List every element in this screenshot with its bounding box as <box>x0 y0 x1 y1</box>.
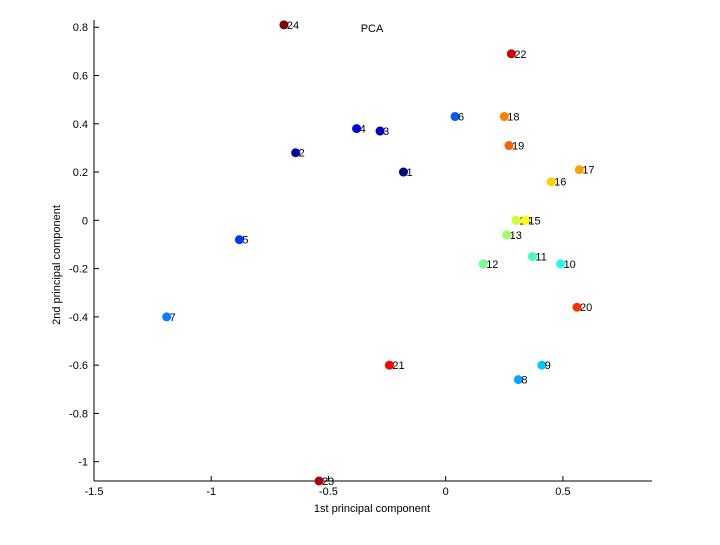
y-tick-label: 0.2 <box>73 167 88 179</box>
point-label: 22 <box>514 49 526 61</box>
data-point-17: 17 <box>574 165 595 177</box>
data-point-13: 13 <box>502 230 522 242</box>
y-tick-label: -0.2 <box>69 264 88 276</box>
point-label: 12 <box>486 259 498 271</box>
point-marker <box>450 112 460 122</box>
point-marker <box>162 312 172 322</box>
point-label: 13 <box>510 230 522 242</box>
point-marker <box>537 360 547 370</box>
point-marker <box>546 177 556 187</box>
data-point-20: 20 <box>572 302 592 314</box>
point-marker <box>478 259 488 269</box>
plot-area <box>93 20 652 482</box>
point-marker <box>375 126 385 136</box>
point-label: 16 <box>554 177 566 189</box>
point-label: 20 <box>580 302 592 314</box>
y-tick-label: 0 <box>82 215 88 227</box>
data-point-4: 4 <box>352 124 366 136</box>
data-point-6: 6 <box>450 112 464 124</box>
point-marker <box>572 302 582 312</box>
point-marker <box>234 235 244 245</box>
point-label: 9 <box>545 360 551 372</box>
point-label: 2 <box>299 148 305 160</box>
point-marker <box>504 141 514 151</box>
point-marker <box>352 124 362 134</box>
data-point-23: 23 <box>314 476 334 488</box>
point-label: 11 <box>535 252 546 264</box>
data-point-15: 15 <box>520 215 541 227</box>
point-label: 17 <box>582 165 594 177</box>
data-point-1: 1 <box>398 167 413 179</box>
x-axis-ticks: -1.5 -1 -0.5 0 0.5 <box>85 476 571 498</box>
x-tick-label: -1.5 <box>85 486 104 498</box>
y-tick-label: -0.6 <box>69 360 88 372</box>
point-label: 18 <box>507 112 519 124</box>
point-label: 1 <box>406 167 412 179</box>
data-points: 123456789101112131415161718192021222324 <box>162 20 595 488</box>
y-axis-title: 2nd principal component <box>51 205 63 325</box>
point-marker <box>499 112 509 122</box>
x-axis-title: 1st principal component <box>314 503 430 515</box>
point-marker <box>506 49 516 59</box>
data-point-9: 9 <box>537 360 551 372</box>
data-point-24: 24 <box>279 20 299 32</box>
point-marker <box>527 252 537 262</box>
x-tick-label: -1 <box>206 486 216 498</box>
x-tick-label: 0 <box>443 486 449 498</box>
y-axis-ticks: -1 -0.8 -0.6 -0.4 -0.2 0 0.2 0.4 0.6 0.8 <box>69 22 99 469</box>
y-tick-label: 0.8 <box>73 22 88 34</box>
data-point-3: 3 <box>375 126 389 138</box>
point-label: 8 <box>521 375 527 387</box>
point-marker <box>291 148 301 158</box>
y-tick-label: 0.6 <box>73 71 88 83</box>
data-point-18: 18 <box>499 112 520 124</box>
x-tick-label: -0.5 <box>319 486 338 498</box>
data-point-5: 5 <box>234 235 248 247</box>
point-label: 4 <box>360 124 366 136</box>
point-label: 19 <box>512 141 524 153</box>
data-point-11: 11 <box>527 252 547 264</box>
point-label: 7 <box>170 312 176 324</box>
y-tick-label: -0.8 <box>69 408 88 420</box>
point-marker <box>502 230 512 240</box>
data-point-21: 21 <box>384 360 405 372</box>
point-marker <box>314 476 324 486</box>
point-marker <box>513 375 523 385</box>
point-label: 3 <box>383 126 389 138</box>
point-marker <box>398 167 408 177</box>
data-point-8: 8 <box>513 375 527 387</box>
data-point-22: 22 <box>506 49 527 61</box>
y-tick-label: 0.4 <box>73 119 88 131</box>
point-label: 5 <box>242 235 248 247</box>
point-marker <box>574 165 584 175</box>
point-marker <box>511 215 521 225</box>
point-marker <box>384 360 394 370</box>
x-tick-label: 0.5 <box>555 486 570 498</box>
data-point-10: 10 <box>556 259 576 271</box>
y-tick-label: -0.4 <box>69 312 88 324</box>
chart-title: PCA <box>361 23 384 35</box>
point-label: 21 <box>392 360 404 372</box>
point-marker <box>279 20 289 30</box>
point-marker <box>520 215 530 225</box>
point-label: 10 <box>564 259 576 271</box>
point-label: 15 <box>528 215 540 227</box>
data-point-7: 7 <box>162 312 176 324</box>
data-point-19: 19 <box>504 141 524 153</box>
point-marker <box>556 259 566 269</box>
data-point-2: 2 <box>291 148 305 160</box>
data-point-12: 12 <box>478 259 498 271</box>
point-label: 23 <box>322 476 334 488</box>
y-tick-label: -1 <box>78 457 88 469</box>
point-label: 6 <box>458 112 464 124</box>
data-point-16: 16 <box>546 177 566 189</box>
point-label: 24 <box>287 20 299 32</box>
